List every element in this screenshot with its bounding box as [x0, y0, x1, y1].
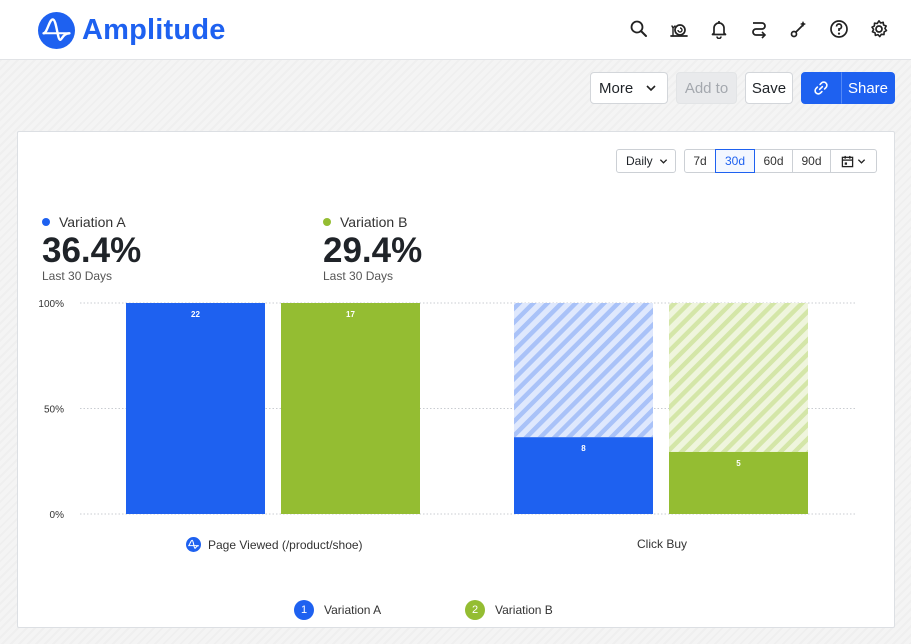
copy-link-button[interactable] [801, 72, 841, 104]
metric-label: Variation A [59, 214, 126, 230]
share-button[interactable]: Share [841, 72, 895, 104]
dropoff-bar [514, 303, 653, 438]
variation-a-dot [42, 218, 50, 226]
amplitude-logo-icon [38, 11, 75, 49]
range-90d[interactable]: 90d [792, 149, 831, 173]
legend-number-badge: 2 [465, 600, 485, 620]
calendar-icon [841, 155, 854, 167]
metric-variation-a: Variation A 36.4% Last 30 Days [42, 214, 141, 283]
metric-sublabel: Last 30 Days [42, 269, 113, 283]
category-text: Click Buy [637, 537, 688, 551]
funnel-bar-chart: 100% 50% 0% 22 17 8 5 [38, 299, 856, 521]
legend-item-variation-a[interactable]: 1 Variation A [294, 600, 381, 620]
metric-value: 29.4% [323, 231, 423, 270]
bell-icon[interactable] [709, 18, 729, 40]
amplitude-event-icon [186, 537, 201, 552]
more-dropdown[interactable]: More [590, 72, 668, 104]
interval-dropdown[interactable]: Daily [616, 149, 676, 173]
chevron-down-icon [857, 158, 866, 164]
category-text: Page Viewed (/product/shoe) [208, 537, 363, 552]
metric-label: Variation B [340, 214, 408, 230]
metric-value: 36.4% [42, 231, 142, 270]
conversion-bar [126, 303, 265, 514]
snail-icon[interactable] [669, 18, 689, 40]
range-30d[interactable]: 30d [715, 149, 755, 173]
legend-number-badge: 1 [294, 600, 314, 620]
chevron-down-icon [659, 159, 668, 164]
date-range-selector: 7d 30d 60d 90d [684, 149, 877, 173]
route-icon[interactable] [749, 18, 769, 40]
chevron-down-icon [646, 85, 656, 92]
save-button[interactable]: Save [745, 72, 793, 104]
help-icon[interactable] [829, 18, 849, 40]
custom-date-button[interactable] [830, 149, 877, 173]
variation-b-dot [323, 218, 331, 226]
range-7d[interactable]: 7d [684, 149, 716, 173]
bar-count-label: 17 [346, 310, 355, 319]
amplitude-logo[interactable]: Amplitude [38, 11, 226, 49]
conversion-bar [281, 303, 420, 514]
gear-icon[interactable] [869, 18, 889, 40]
dropoff-bar [669, 303, 808, 452]
category-label-page-viewed: Page Viewed (/product/shoe) [186, 537, 363, 552]
link-icon [814, 81, 828, 95]
brand-name: Amplitude [82, 14, 226, 46]
range-60d[interactable]: 60d [754, 149, 793, 173]
conversion-bar [514, 437, 653, 514]
chart-card: Daily 7d 30d 60d 90d Variation A 36.4% L… [17, 131, 895, 628]
metric-variation-b: Variation B 29.4% Last 30 Days [323, 214, 422, 283]
add-to-button[interactable]: Add to [676, 72, 737, 104]
bar-count-label: 22 [191, 310, 200, 319]
legend-item-variation-b[interactable]: 2 Variation B [465, 600, 553, 620]
bar-count-label: 8 [581, 444, 586, 453]
y-tick-label: 100% [38, 299, 64, 310]
legend-label: Variation A [324, 603, 382, 617]
more-label: More [599, 79, 634, 97]
y-tick-label: 0% [50, 510, 65, 521]
metric-sublabel: Last 30 Days [323, 269, 394, 283]
y-tick-label: 50% [44, 405, 64, 416]
interval-label: Daily [626, 154, 653, 168]
conversion-bar [669, 451, 808, 514]
top-nav-bar: Amplitude [0, 0, 911, 60]
magic-wand-icon[interactable] [789, 18, 809, 40]
legend-label: Variation B [495, 603, 553, 617]
search-icon[interactable] [629, 18, 649, 40]
bar-count-label: 5 [736, 459, 741, 468]
category-label-click-buy: Click Buy [637, 537, 687, 551]
